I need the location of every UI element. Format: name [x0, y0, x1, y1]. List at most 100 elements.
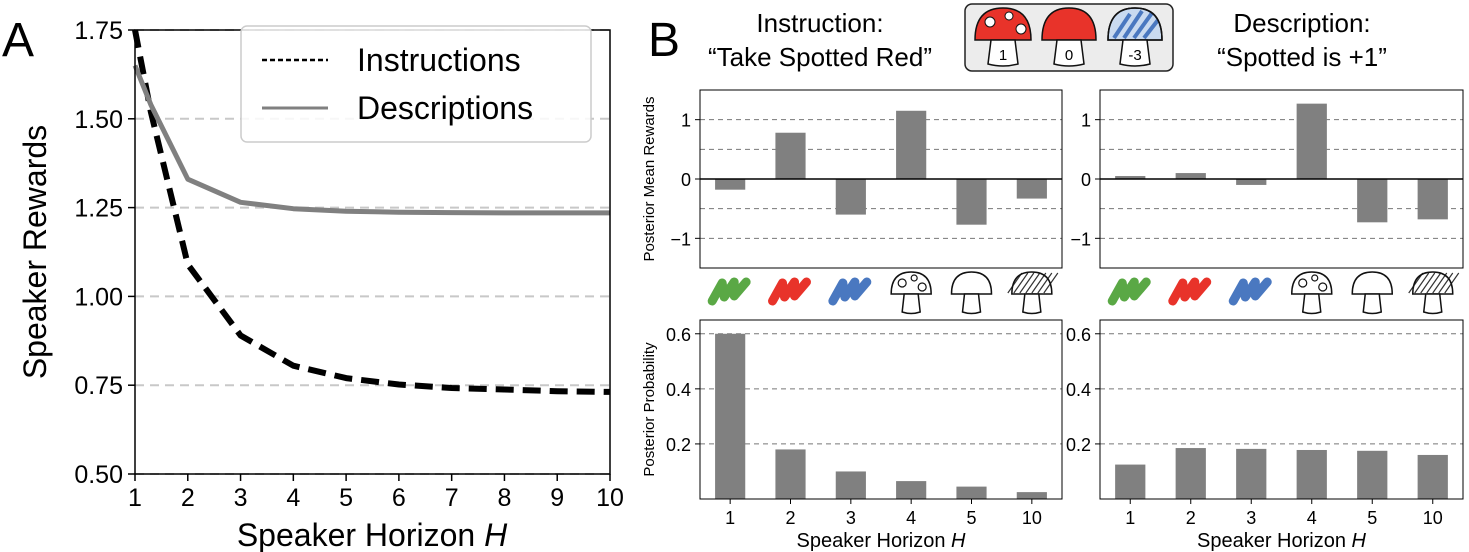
legend-label-descriptions: Descriptions — [357, 90, 533, 126]
bar — [1236, 448, 1267, 499]
mushroom-cap — [1290, 271, 1333, 295]
x-axis-label-b: Speaker Horizon H — [1197, 530, 1367, 552]
mushroom-stripe — [1438, 272, 1454, 294]
plot-frame-b — [699, 89, 1063, 269]
x-tick-label-b: 1 — [1125, 508, 1135, 528]
instruction-heading: Instruction: — [756, 8, 883, 38]
plain-mushroom-icon — [950, 271, 993, 315]
mushroom-stem — [961, 293, 982, 315]
bar — [1115, 176, 1146, 179]
y-tick-label-b: 1 — [681, 111, 691, 131]
bar — [1417, 179, 1448, 220]
mushroom-reward-box: 1 0 -3 — [964, 3, 1174, 72]
x-tick-label-b: 4 — [1307, 508, 1317, 528]
bar — [715, 333, 746, 499]
series-line-descriptions — [132, 64, 610, 216]
bar — [1296, 449, 1327, 499]
x-tick-label-a: 2 — [181, 484, 195, 512]
y-tick-label-b: 1 — [1081, 111, 1091, 131]
bar — [1236, 179, 1267, 185]
mushroom-cap-fill — [1412, 272, 1453, 294]
legend-label-instructions: Instructions — [357, 42, 521, 78]
y-tick-label-b: 0.4 — [1066, 380, 1091, 400]
bar — [1016, 492, 1047, 499]
y-tick-label-b: 0.6 — [1066, 325, 1091, 345]
mushroom-spot — [1318, 282, 1328, 292]
mushroom-spot — [1311, 274, 1319, 282]
bar — [896, 481, 927, 499]
y-tick-label-b: 0.2 — [666, 435, 691, 455]
x-tick-label-a: 9 — [550, 484, 564, 512]
mushroom-stripe — [1408, 272, 1424, 294]
description-text: “Spotted is +1” — [1217, 42, 1387, 72]
y-axis-label-b: Posterior Probability — [641, 342, 658, 477]
y-tick-label-a: 1.50 — [74, 106, 123, 134]
x-tick-label-b: 1 — [725, 508, 735, 528]
feature-icons-right — [1107, 271, 1460, 315]
x-tick-label-b: 4 — [906, 508, 916, 528]
series-line-instructions — [132, 29, 611, 395]
y-tick-label-a: 0.75 — [74, 372, 123, 400]
x-tick-label-a: 3 — [234, 484, 248, 512]
mushroom-spot — [917, 282, 927, 292]
y-axis-label-a: Speaker Rewards — [17, 125, 53, 379]
mushroom-stripe — [1037, 272, 1053, 294]
mushroom-cap — [1351, 271, 1394, 295]
x-tick-label-a: 8 — [497, 484, 511, 512]
mushroom-stripe — [1420, 272, 1436, 294]
mushroom-cap — [1011, 271, 1053, 295]
spotted-mushroom-icon — [1290, 271, 1333, 315]
blue-scribble-icon — [828, 277, 872, 306]
bar — [1357, 179, 1388, 223]
x-axis-label-a: Speaker Horizon H — [237, 517, 508, 552]
mushroom-cap — [1411, 271, 1454, 295]
mushroom-stem — [1022, 293, 1042, 315]
mushroom-stripe — [1007, 272, 1023, 294]
x-tick-label-b: 5 — [966, 508, 976, 528]
mushroom-stripe — [1031, 272, 1047, 294]
instruction-text: “Take Spotted Red” — [708, 42, 932, 72]
mushroom-spot — [910, 274, 918, 282]
mushroom-spot — [897, 278, 907, 288]
y-tick-label-b: 0.2 — [1066, 435, 1091, 455]
bar — [1357, 450, 1388, 499]
red-scribble-icon — [768, 277, 811, 306]
x-tick-label-b: 2 — [1186, 508, 1196, 528]
mushroom-cap-fill — [1011, 272, 1052, 294]
bar — [1417, 454, 1448, 499]
bar — [896, 110, 927, 179]
striped-blue-mushroom-icon: -3 — [1107, 7, 1163, 67]
mushroom-spot — [1298, 278, 1308, 288]
y-tick-label-a: 0.50 — [74, 461, 123, 489]
striped-mushroom-icon — [1007, 271, 1059, 315]
red-scribble-icon — [1168, 277, 1212, 306]
bar — [1175, 448, 1206, 499]
bar — [715, 179, 746, 190]
y-tick-label-a: 1.00 — [74, 283, 123, 311]
bar — [1175, 173, 1206, 179]
mushroom-reward-3: -3 — [1128, 47, 1141, 64]
bar — [1115, 464, 1146, 499]
chart-b-posterior-probability-description: 0.6 0.4 0.2 1 2 3 4 5 10 Speaker Horizon H — [1066, 319, 1464, 552]
y-tick-label-b: −1 — [670, 229, 691, 249]
y-tick-label-b: −1 — [1070, 229, 1091, 249]
plot-frame-b — [1099, 319, 1464, 500]
x-tick-label-a: 1 — [128, 484, 142, 512]
bar — [956, 486, 987, 499]
chart-b-posterior-probability-instruction: 0.6 0.4 0.2 1 2 3 4 5 10 Speaker Horizon H Posteri… — [641, 319, 1063, 552]
x-tick-label-b: 10 — [1423, 508, 1443, 528]
x-tick-label-a: 6 — [392, 484, 406, 512]
mushroom-stripe — [1025, 272, 1041, 294]
mushroom-stripe — [1426, 272, 1442, 294]
y-tick-label-b: 0 — [1081, 170, 1091, 190]
striped-mushroom-icon — [1408, 271, 1460, 315]
mushroom-stripe — [1013, 272, 1029, 294]
mushroom-stripe — [1432, 272, 1448, 294]
chart-b-posterior-mean-rewards-instruction: 1 0 −1 Posterior Mean Rewards — [641, 89, 1063, 269]
y-tick-label-b: 0.6 — [666, 325, 691, 345]
bar — [775, 132, 806, 179]
x-tick-label-b: 5 — [1367, 508, 1377, 528]
panel-label-a: A — [2, 14, 34, 67]
mushroom-reward-2: 0 — [1065, 47, 1073, 64]
